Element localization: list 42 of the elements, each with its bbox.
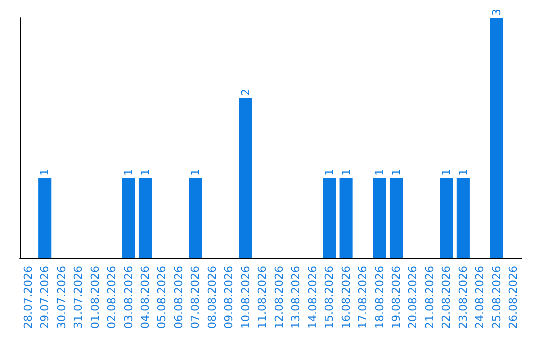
data-label: 1	[340, 169, 353, 176]
x-tick-label: 03.08.2026	[122, 266, 136, 330]
x-tick-label: 01.08.2026	[88, 266, 102, 330]
x-tick-label: 02.08.2026	[106, 266, 119, 330]
x-tick-label: 09.08.2026	[222, 266, 236, 330]
x-tick-label: 15.08.2026	[323, 266, 336, 330]
x-tick-label: 25.08.2026	[490, 266, 504, 330]
data-label: 1	[373, 169, 386, 176]
x-tick-label: 29.07.2026	[38, 266, 52, 330]
x-tick-label: 08.08.2026	[206, 266, 219, 330]
data-label: 1	[323, 169, 336, 176]
data-label: 1	[390, 169, 403, 176]
x-tick-label: 30.07.2026	[55, 266, 68, 330]
data-label: 1	[440, 169, 454, 176]
data-label: 1	[122, 169, 136, 176]
data-label: 2	[239, 89, 252, 96]
x-tick-label: 19.08.2026	[390, 266, 403, 330]
data-label: 1	[456, 169, 470, 176]
x-tick-label: 20.08.2026	[406, 266, 420, 330]
x-tick-label: 28.07.2026	[22, 266, 35, 330]
x-tick-label: 23.08.2026	[456, 266, 470, 330]
data-label: 1	[189, 169, 202, 176]
x-tick-label: 04.08.2026	[139, 266, 152, 330]
x-tick-label: 07.08.2026	[189, 266, 202, 330]
x-tick-label: 06.08.2026	[172, 266, 186, 330]
x-tick-label: 05.08.2026	[156, 266, 169, 330]
x-tick-label: 22.08.2026	[440, 266, 454, 330]
x-tick-label: 14.08.2026	[306, 266, 320, 330]
x-tick-label: 18.08.2026	[373, 266, 386, 330]
x-tick-label: 11.08.2026	[256, 266, 270, 330]
data-label: 3	[490, 9, 504, 16]
x-tick-label: 26.08.2026	[507, 266, 520, 330]
x-tick-label: 17.08.2026	[356, 266, 370, 330]
data-label: 1	[38, 169, 52, 176]
x-tick-label: 16.08.2026	[340, 266, 353, 330]
data-label: 1	[139, 169, 152, 176]
x-tick-label: 31.07.2026	[72, 266, 86, 330]
x-tick-label: 10.08.2026	[239, 266, 252, 330]
x-tick-label: 21.08.2026	[423, 266, 436, 330]
x-tick-label: 12.08.2026	[272, 266, 286, 330]
x-tick-label: 24.08.2026	[474, 266, 487, 330]
x-tick-label: 13.08.2026	[290, 266, 303, 330]
